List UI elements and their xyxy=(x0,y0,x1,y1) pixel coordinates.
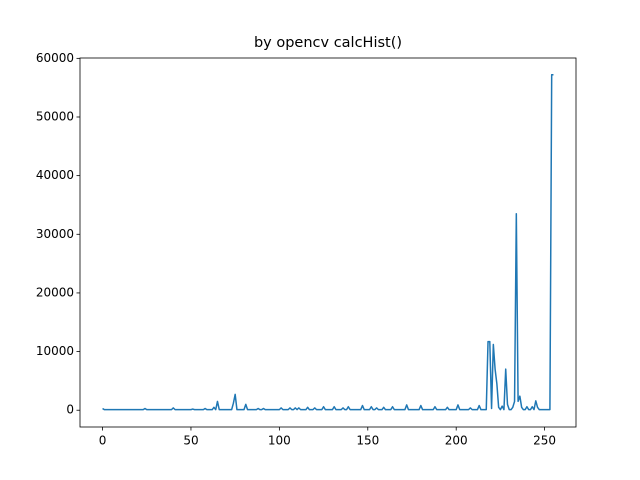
x-tick-label: 250 xyxy=(533,434,556,448)
y-tick-label: 30000 xyxy=(36,227,74,241)
y-tick-label: 40000 xyxy=(36,168,74,182)
chart-title: by opencv calcHist() xyxy=(254,35,402,51)
plot-frame xyxy=(79,57,577,428)
y-tick-label: 10000 xyxy=(36,344,74,358)
y-tick-label: 50000 xyxy=(36,109,74,123)
x-tick-label: 50 xyxy=(183,434,198,448)
y-tick-label: 60000 xyxy=(36,51,74,65)
x-tick-label: 0 xyxy=(99,434,107,448)
x-tick-label: 150 xyxy=(356,434,379,448)
data-line xyxy=(102,74,554,411)
x-tick-label: 100 xyxy=(268,434,291,448)
y-tick-label: 0 xyxy=(66,403,74,417)
x-tick-label: 200 xyxy=(445,434,468,448)
y-tick-label: 20000 xyxy=(36,285,74,299)
